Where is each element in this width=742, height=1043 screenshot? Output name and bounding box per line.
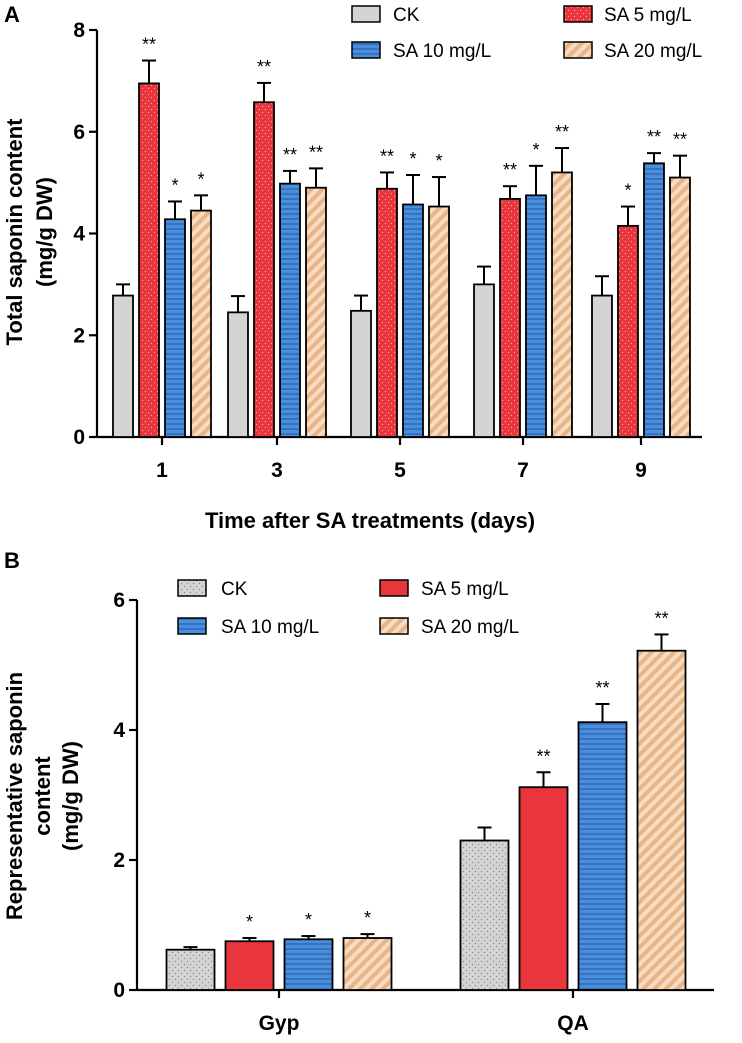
bar-sa-10-mg-l-1 [164, 218, 186, 438]
x-tick-label: 7 [517, 459, 529, 482]
significance-sa-10-mg-l-1: * [171, 175, 178, 195]
bar-ck-gyp [165, 948, 216, 991]
significance-sa-5-mg-l-3: ** [257, 57, 271, 77]
x-tick-label: 5 [394, 459, 406, 482]
significance-sa-10-mg-l-5: * [409, 149, 416, 169]
legend-a-swatch-ck [351, 5, 381, 23]
legend-b-label-sa10: SA 10 mg/L [221, 617, 319, 638]
bar-ck-qa [459, 839, 510, 991]
legend-a-swatch-sa20 [563, 41, 593, 59]
significance-sa-5-mg-l-7: ** [503, 160, 517, 180]
significance-sa-10-mg-l-gyp: * [305, 910, 312, 930]
y-tick-label: 4 [73, 223, 85, 246]
significance-sa-5-mg-l-9: * [624, 181, 631, 201]
bar-sa-5-mg-l-1 [138, 82, 160, 438]
bar-sa-5-mg-l-7 [499, 198, 521, 438]
y-tick-label: 2 [73, 324, 85, 347]
panel-b-ylabel-line1: Representative saponin [2, 672, 27, 920]
significance-sa-10-mg-l-9: ** [647, 127, 661, 147]
bar-sa-20-mg-l-gyp [342, 937, 393, 991]
significance-sa-5-mg-l-gyp: * [246, 912, 253, 932]
panel-a-legend: CK SA 5 mg/L SA 10 mg/L SA 20 mg/L [351, 5, 702, 62]
significance-sa-20-mg-l-gyp: * [364, 908, 371, 928]
x-tick-label: 1 [156, 459, 168, 482]
x-tick-label: 9 [635, 459, 647, 482]
legend-b-label-sa20: SA 20 mg/L [421, 617, 519, 638]
legend-a-label-sa20: SA 20 mg/L [604, 41, 702, 62]
bar-sa-10-mg-l-gyp [283, 938, 334, 991]
legend-a-swatch-sa10 [351, 41, 381, 59]
bar-sa-5-mg-l-5 [376, 187, 398, 438]
legend-b-swatch-sa10 [177, 617, 207, 635]
legend-b-label-sa5: SA 5 mg/L [421, 579, 509, 600]
significance-sa-10-mg-l-7: * [532, 140, 539, 160]
legend-b-swatch-sa20 [379, 617, 409, 635]
panel-a: A CK SA 5 mg/L SA 10 mg/L SA 20 mg/L Tot… [2, 2, 702, 533]
legend-a-label-sa10: SA 10 mg/L [393, 41, 491, 62]
bar-sa-20-mg-l-5 [428, 205, 450, 438]
significance-sa-10-mg-l-3: ** [283, 145, 297, 165]
panel-b-label: B [4, 548, 20, 573]
x-tick-label: Gyp [259, 1012, 300, 1035]
bar-sa-10-mg-l-9 [643, 162, 665, 438]
significance-sa-20-mg-l-5: * [435, 151, 442, 171]
panel-b-legend: CK SA 5 mg/L SA 10 mg/L SA 20 mg/L [177, 579, 519, 638]
bar-sa-20-mg-l-7 [551, 171, 573, 438]
bar-sa-10-mg-l-7 [525, 194, 547, 438]
y-tick-label: 4 [113, 719, 125, 742]
bar-ck-9 [591, 294, 613, 438]
significance-sa-20-mg-l-9: ** [673, 130, 687, 150]
bar-ck-1 [112, 294, 134, 438]
bar-sa-5-mg-l-3 [253, 101, 275, 438]
bar-sa-20-mg-l-3 [305, 186, 327, 438]
y-tick-label: 0 [73, 426, 85, 449]
significance-sa-5-mg-l-1: ** [142, 35, 156, 55]
y-tick-label: 6 [73, 121, 85, 144]
legend-b-swatch-ck [177, 579, 207, 597]
bar-ck-3 [227, 311, 249, 438]
bar-sa-20-mg-l-9 [669, 176, 691, 438]
panel-a-xlabel: Time after SA treatments (days) [205, 508, 535, 533]
y-tick-label: 0 [113, 979, 125, 1002]
panel-a-label: A [4, 2, 20, 27]
significance-sa-5-mg-l-5: ** [380, 146, 394, 166]
bar-sa-5-mg-l-gyp [224, 940, 275, 991]
panel-a-ylabel-line1: Total saponin content [2, 118, 27, 346]
y-tick-label: 8 [73, 19, 85, 42]
y-tick-label: 2 [113, 849, 125, 872]
bar-sa-10-mg-l-5 [402, 203, 424, 438]
x-tick-label: QA [557, 1012, 589, 1035]
legend-a-label-ck: CK [393, 5, 420, 26]
bar-sa-10-mg-l-3 [279, 182, 301, 438]
bar-sa-5-mg-l-9 [617, 224, 639, 438]
significance-sa-20-mg-l-3: ** [309, 142, 323, 162]
significance-sa-5-mg-l-qa: ** [536, 746, 550, 766]
bar-sa-10-mg-l-qa [577, 721, 628, 991]
bar-ck-7 [473, 283, 495, 438]
significance-sa-10-mg-l-qa: ** [595, 678, 609, 698]
legend-a-swatch-sa5 [563, 5, 593, 23]
bar-sa-20-mg-l-1 [190, 209, 212, 438]
bar-sa-5-mg-l-qa [518, 786, 569, 991]
x-tick-label: 3 [271, 459, 283, 482]
panel-b-ylabel-line2: content [30, 756, 55, 836]
significance-sa-20-mg-l-1: * [197, 169, 204, 189]
legend-b-swatch-sa5 [379, 579, 409, 597]
bar-sa-20-mg-l-qa [636, 649, 687, 991]
panel-a-ylabel-line2: (mg/g DW) [32, 177, 57, 287]
significance-sa-20-mg-l-qa: ** [654, 608, 668, 628]
significance-sa-20-mg-l-7: ** [555, 122, 569, 142]
legend-b-label-ck: CK [221, 579, 248, 600]
y-tick-label: 6 [113, 589, 125, 612]
bar-ck-5 [350, 309, 372, 438]
legend-a-label-sa5: SA 5 mg/L [604, 5, 692, 26]
panel-b: B CK SA 5 mg/L SA 10 mg/L SA 20 mg/L Rep… [2, 548, 714, 1035]
panel-b-ylabel-line3: (mg/g DW) [58, 741, 83, 851]
